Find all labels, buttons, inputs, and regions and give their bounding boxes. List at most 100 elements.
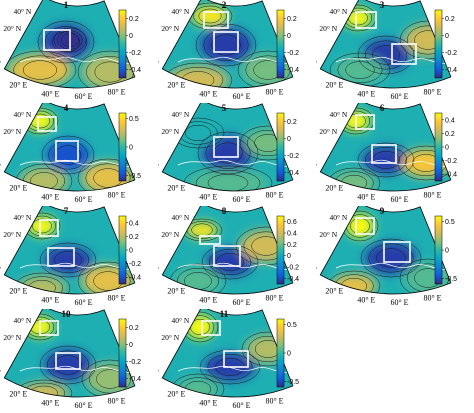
region-box bbox=[39, 219, 59, 237]
colorbar-tick-label: 0 bbox=[445, 248, 449, 255]
region-box bbox=[55, 352, 81, 370]
shaded-field bbox=[320, 206, 451, 294]
longitude-label: 40° E bbox=[199, 399, 217, 408]
region-box bbox=[391, 43, 417, 65]
colorbar-tick-label: -0.4 bbox=[445, 67, 457, 74]
latitude-label: 0° bbox=[158, 265, 159, 274]
panel-number: 7 bbox=[64, 206, 69, 216]
longitude-label: 40° E bbox=[357, 296, 375, 305]
latitude-label: 0° bbox=[0, 162, 1, 171]
longitude-label: 60° E bbox=[232, 195, 250, 204]
longitude-label: 40° E bbox=[357, 90, 375, 99]
map-panel-7: 60° N40° N20° N0°20° E40° E60° E80° E70.… bbox=[0, 206, 158, 309]
colorbar bbox=[118, 112, 127, 182]
longitude-label: 40° E bbox=[41, 90, 59, 99]
longitude-label: 80° E bbox=[423, 87, 441, 96]
map-svg: 60° N40° N20° N0°20° E40° E60° E80° E20.… bbox=[158, 0, 299, 101]
colorbar-tick-label: 0.2 bbox=[287, 119, 297, 126]
map-panel-11: 60° N40° N20° N0°20° E40° E60° E80° E110… bbox=[158, 309, 316, 412]
colorbar-tick-label: 0 bbox=[129, 342, 133, 349]
latitude-label: 20° N bbox=[161, 127, 179, 136]
latitude-label: 0° bbox=[0, 265, 1, 274]
panel-number: 2 bbox=[222, 0, 227, 10]
region-box bbox=[383, 241, 411, 263]
colorbar-tick-label: -0.2 bbox=[287, 153, 299, 160]
latitude-label: 40° N bbox=[330, 7, 348, 16]
colorbar bbox=[118, 9, 127, 79]
latitude-label: 0° bbox=[316, 162, 317, 171]
longitude-label: 60° E bbox=[232, 298, 250, 307]
latitude-label: 40° N bbox=[172, 316, 190, 325]
longitude-label: 60° E bbox=[232, 401, 250, 410]
longitude-label: 60° E bbox=[390, 92, 408, 101]
latitude-label: 40° N bbox=[330, 213, 348, 222]
colorbar bbox=[276, 112, 285, 182]
latitude-label: 0° bbox=[0, 368, 1, 377]
longitude-label: 20° E bbox=[9, 80, 27, 89]
longitude-label: 20° E bbox=[325, 183, 343, 192]
latitude-label: 20° N bbox=[161, 24, 179, 33]
region-box bbox=[47, 247, 75, 267]
latitude-label: 20° N bbox=[3, 230, 21, 239]
region-box bbox=[201, 320, 221, 336]
map-panel-5: 60° N40° N20° N0°20° E40° E60° E80° E50.… bbox=[158, 103, 316, 206]
longitude-label: 40° E bbox=[199, 193, 217, 202]
map-frame bbox=[161, 309, 294, 398]
region-box bbox=[213, 31, 239, 53]
longitude-label: 80° E bbox=[423, 190, 441, 199]
latitude-label: 40° N bbox=[14, 7, 32, 16]
colorbar-tick-label: -0.4 bbox=[129, 376, 141, 383]
latitude-label: 0° bbox=[316, 265, 317, 274]
latitude-label: 40° N bbox=[14, 110, 32, 119]
longitude-label: 20° E bbox=[167, 286, 185, 295]
colorbar bbox=[276, 9, 285, 79]
region-box bbox=[355, 217, 375, 235]
latitude-label: 40° N bbox=[14, 213, 32, 222]
longitude-label: 40° E bbox=[357, 193, 375, 202]
colorbar bbox=[434, 112, 443, 182]
colorbar bbox=[276, 215, 285, 285]
longitude-label: 20° E bbox=[9, 286, 27, 295]
latitude-label: 40° N bbox=[14, 316, 32, 325]
colorbar-tick-label: 0 bbox=[445, 145, 449, 152]
longitude-label: 20° E bbox=[325, 80, 343, 89]
region-box bbox=[223, 350, 249, 368]
colorbar bbox=[276, 318, 285, 388]
colorbar-tick-label: 0.2 bbox=[287, 242, 297, 249]
colorbar-tick-label: -0.2 bbox=[129, 359, 141, 366]
colorbar-tick-label: -0.4 bbox=[129, 67, 141, 74]
colorbar-tick-label: 0 bbox=[287, 136, 291, 143]
colorbar-tick-label: -0.2 bbox=[445, 50, 457, 57]
colorbar-tick-label: 0 bbox=[129, 248, 133, 255]
longitude-label: 20° E bbox=[167, 389, 185, 398]
panel-number: 5 bbox=[222, 103, 227, 113]
latitude-label: 20° N bbox=[319, 230, 337, 239]
longitude-label: 40° E bbox=[199, 296, 217, 305]
longitude-label: 80° E bbox=[107, 87, 125, 96]
panel-number: 11 bbox=[220, 309, 229, 319]
longitude-label: 60° E bbox=[390, 195, 408, 204]
map-panel-9: 60° N40° N20° N0°20° E40° E60° E80° E90.… bbox=[316, 206, 474, 309]
longitude-label: 80° E bbox=[107, 293, 125, 302]
colorbar-tick-label: 0 bbox=[287, 253, 291, 260]
colorbar-tick-label: 0 bbox=[287, 33, 291, 40]
region-box bbox=[199, 235, 221, 245]
colorbar-tick-label: 0 bbox=[129, 33, 133, 40]
longitude-label: 20° E bbox=[9, 183, 27, 192]
longitude-label: 20° E bbox=[167, 80, 185, 89]
map-svg: 60° N40° N20° N0°20° E40° E60° E80° E10.… bbox=[0, 0, 141, 101]
map-svg: 60° N40° N20° N0°20° E40° E60° E80° E80.… bbox=[158, 206, 299, 307]
map-panel-4: 60° N40° N20° N0°20° E40° E60° E80° E40.… bbox=[0, 103, 158, 206]
region-box bbox=[371, 144, 397, 164]
longitude-label: 40° E bbox=[41, 399, 59, 408]
region-box bbox=[203, 11, 229, 29]
latitude-label: 40° N bbox=[172, 7, 190, 16]
longitude-label: 60° E bbox=[74, 195, 92, 204]
shaded-field bbox=[162, 0, 293, 88]
map-svg: 60° N40° N20° N0°20° E40° E60° E80° E90.… bbox=[316, 206, 457, 307]
panel-number: 10 bbox=[62, 309, 72, 319]
longitude-label: 80° E bbox=[265, 293, 283, 302]
region-box bbox=[37, 116, 57, 132]
colorbar-tick-label: 0.6 bbox=[287, 219, 297, 226]
latitude-label: 0° bbox=[158, 162, 159, 171]
